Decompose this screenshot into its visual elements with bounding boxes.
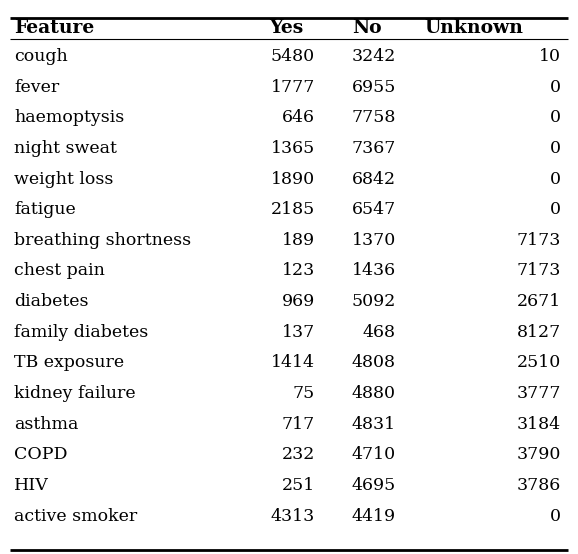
Text: 3242: 3242 xyxy=(351,48,396,65)
Text: 1436: 1436 xyxy=(352,263,396,279)
Text: 7758: 7758 xyxy=(351,109,396,126)
Text: 0: 0 xyxy=(550,507,561,525)
Text: active smoker: active smoker xyxy=(14,507,138,525)
Text: 4831: 4831 xyxy=(352,416,396,433)
Text: 4880: 4880 xyxy=(352,385,396,402)
Text: 3790: 3790 xyxy=(516,447,561,463)
Text: HIV: HIV xyxy=(14,477,49,494)
Text: 251: 251 xyxy=(281,477,315,494)
Text: 3786: 3786 xyxy=(516,477,561,494)
Text: 0: 0 xyxy=(550,171,561,188)
Text: 3184: 3184 xyxy=(517,416,561,433)
Text: 10: 10 xyxy=(539,48,561,65)
Text: 3777: 3777 xyxy=(516,385,561,402)
Text: 1365: 1365 xyxy=(271,140,315,157)
Text: 189: 189 xyxy=(282,232,315,249)
Text: 0: 0 xyxy=(550,109,561,126)
Text: 4419: 4419 xyxy=(352,507,396,525)
Text: 4695: 4695 xyxy=(351,477,396,494)
Text: 4808: 4808 xyxy=(352,355,396,371)
Text: night sweat: night sweat xyxy=(14,140,117,157)
Text: 7367: 7367 xyxy=(351,140,396,157)
Text: 4710: 4710 xyxy=(352,447,396,463)
Text: 1890: 1890 xyxy=(271,171,315,188)
Text: cough: cough xyxy=(14,48,68,65)
Text: 1777: 1777 xyxy=(271,79,315,96)
Text: chest pain: chest pain xyxy=(14,263,105,279)
Text: 5092: 5092 xyxy=(351,293,396,310)
Text: 137: 137 xyxy=(281,324,315,341)
Text: 1370: 1370 xyxy=(351,232,396,249)
Text: Yes: Yes xyxy=(269,19,303,37)
Text: weight loss: weight loss xyxy=(14,171,114,188)
Text: 646: 646 xyxy=(282,109,315,126)
Text: COPD: COPD xyxy=(14,447,68,463)
Text: 2671: 2671 xyxy=(516,293,561,310)
Text: Unknown: Unknown xyxy=(424,19,524,37)
Text: 1414: 1414 xyxy=(271,355,315,371)
Text: 6842: 6842 xyxy=(352,171,396,188)
Text: 4313: 4313 xyxy=(271,507,315,525)
Text: 2185: 2185 xyxy=(271,201,315,218)
Text: 0: 0 xyxy=(550,201,561,218)
Text: 6547: 6547 xyxy=(351,201,396,218)
Text: breathing shortness: breathing shortness xyxy=(14,232,191,249)
Text: 0: 0 xyxy=(550,140,561,157)
Text: 123: 123 xyxy=(281,263,315,279)
Text: TB exposure: TB exposure xyxy=(14,355,125,371)
Text: 75: 75 xyxy=(293,385,315,402)
Text: family diabetes: family diabetes xyxy=(14,324,149,341)
Text: 6955: 6955 xyxy=(351,79,396,96)
Text: 8127: 8127 xyxy=(516,324,561,341)
Text: fatigue: fatigue xyxy=(14,201,76,218)
Text: haemoptysis: haemoptysis xyxy=(14,109,125,126)
Text: 232: 232 xyxy=(281,447,315,463)
Text: diabetes: diabetes xyxy=(14,293,89,310)
Text: asthma: asthma xyxy=(14,416,79,433)
Text: 717: 717 xyxy=(281,416,315,433)
Text: No: No xyxy=(352,19,382,37)
Text: 2510: 2510 xyxy=(516,355,561,371)
Text: 969: 969 xyxy=(281,293,315,310)
Text: 7173: 7173 xyxy=(516,263,561,279)
Text: 468: 468 xyxy=(363,324,396,341)
Text: 5480: 5480 xyxy=(271,48,315,65)
Text: fever: fever xyxy=(14,79,60,96)
Text: kidney failure: kidney failure xyxy=(14,385,136,402)
Text: 0: 0 xyxy=(550,79,561,96)
Text: Feature: Feature xyxy=(14,19,95,37)
Text: 7173: 7173 xyxy=(516,232,561,249)
